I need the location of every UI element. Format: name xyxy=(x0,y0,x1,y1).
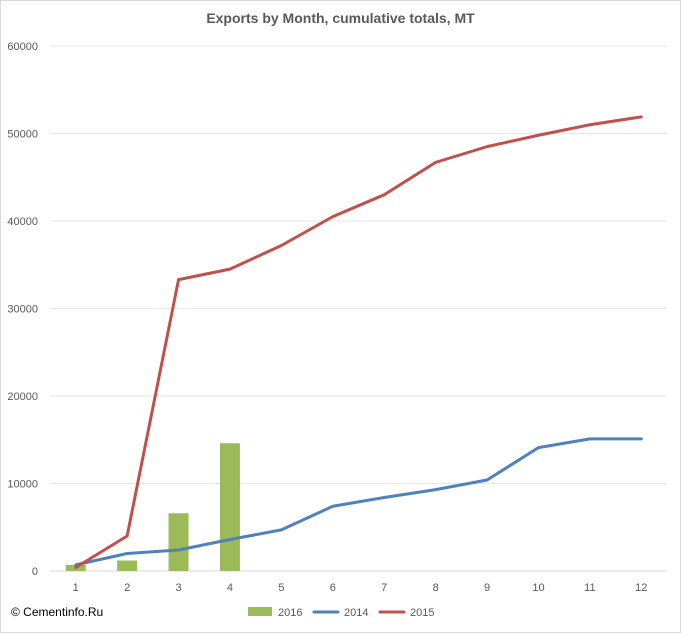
x-tick-label: 4 xyxy=(227,582,233,594)
x-tick-label: 10 xyxy=(532,582,544,594)
x-tick-label: 8 xyxy=(433,582,439,594)
legend-label-2015: 2015 xyxy=(410,607,434,619)
x-tick-label: 7 xyxy=(381,582,387,594)
copyright-text: © Cementinfo.Ru xyxy=(11,605,104,619)
x-tick-label: 11 xyxy=(584,582,595,594)
y-tick-label: 20000 xyxy=(7,391,38,403)
y-tick-label: 0 xyxy=(32,566,38,578)
legend-label-2014: 2014 xyxy=(344,607,368,619)
x-tick-label: 5 xyxy=(278,582,284,594)
line-2015 xyxy=(74,115,643,569)
y-tick-label: 60000 xyxy=(7,41,38,53)
bar-2016 xyxy=(168,513,189,571)
x-tick-label: 3 xyxy=(175,582,181,594)
x-tick-label: 12 xyxy=(635,582,647,594)
bar-2016 xyxy=(117,560,138,571)
y-tick-label: 50000 xyxy=(7,129,38,141)
x-tick-label: 6 xyxy=(330,582,336,594)
legend-swatch-2016 xyxy=(248,607,272,616)
x-tick-label: 9 xyxy=(484,582,490,594)
line-2014 xyxy=(74,437,643,567)
x-tick-label: 2 xyxy=(124,582,130,594)
legend-label-2016: 2016 xyxy=(278,607,302,619)
x-tick-label: 1 xyxy=(73,582,79,594)
y-tick-label: 30000 xyxy=(7,304,38,316)
y-tick-label: 40000 xyxy=(7,216,38,228)
chart-title: Exports by Month, cumulative totals, MT xyxy=(206,10,475,26)
y-tick-label: 10000 xyxy=(7,479,38,491)
bar-2016 xyxy=(219,443,240,571)
